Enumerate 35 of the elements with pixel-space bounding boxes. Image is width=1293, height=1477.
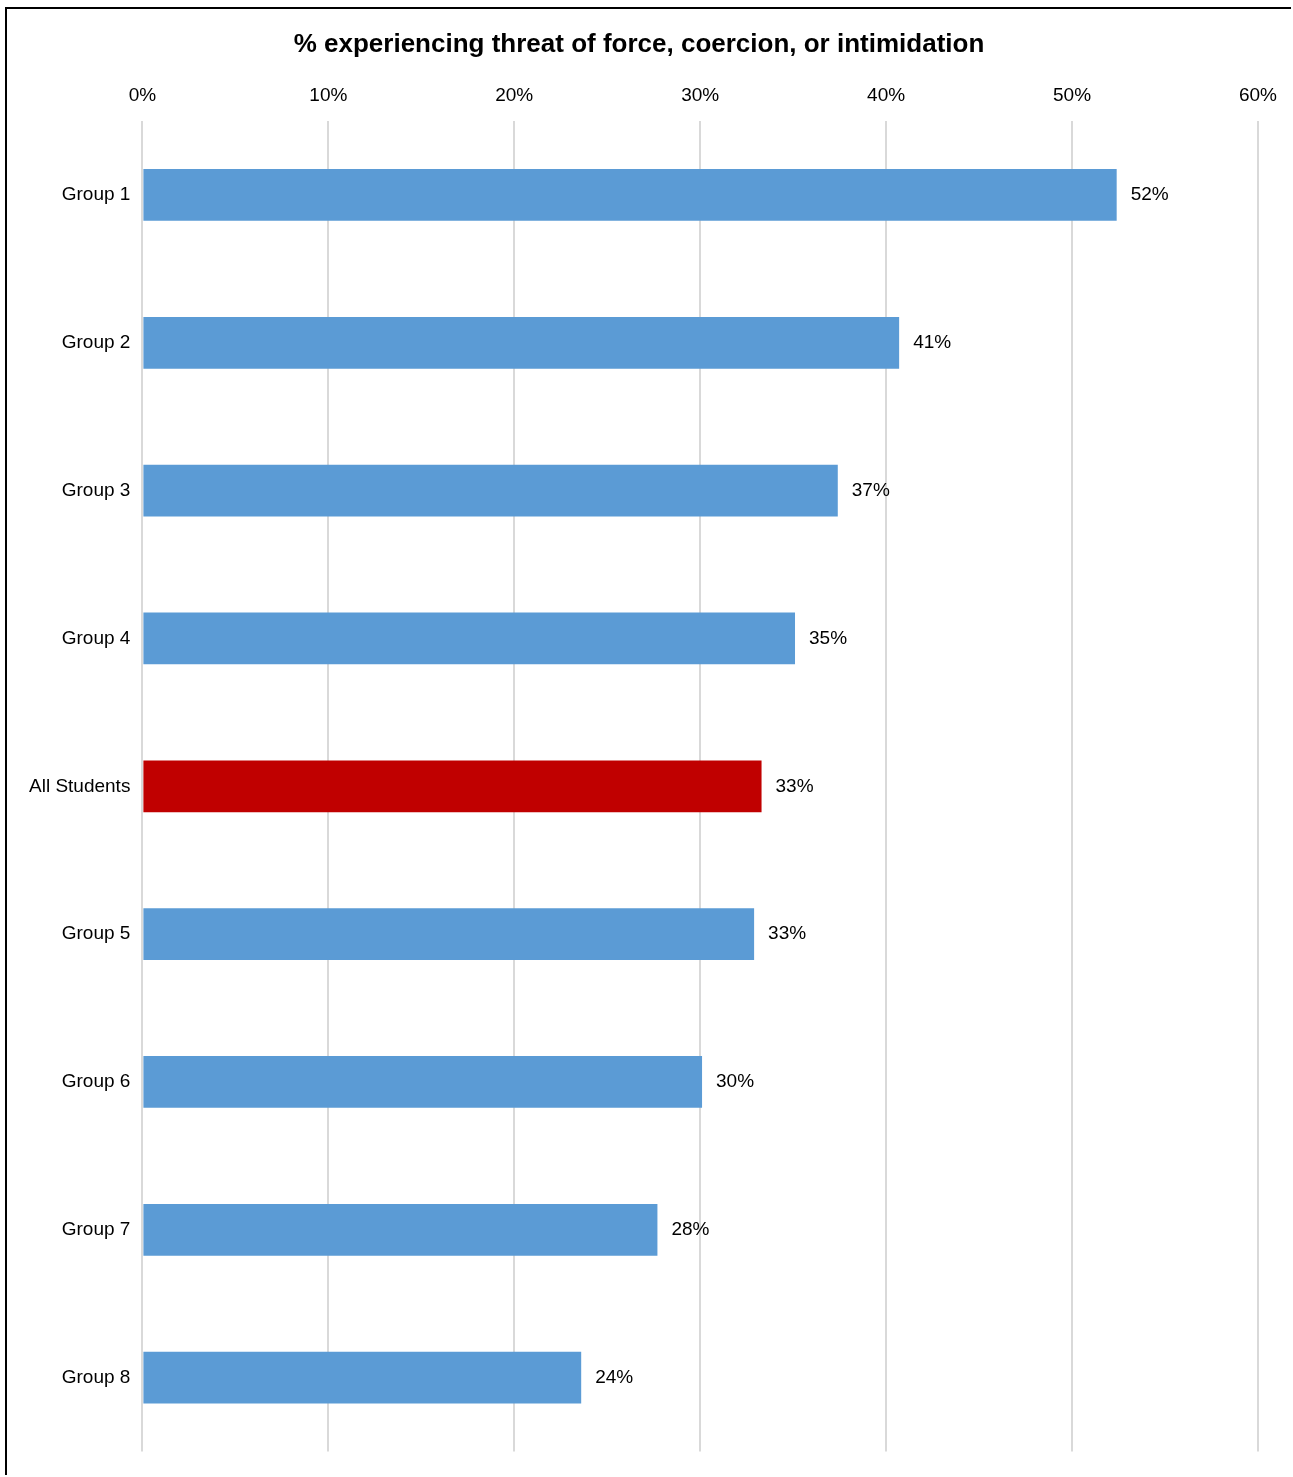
x-tick-label: 0% bbox=[128, 83, 157, 105]
data-label: 33% bbox=[775, 774, 814, 796]
y-tick-label: Group 8 bbox=[61, 1365, 131, 1387]
x-tick-label: 10% bbox=[309, 83, 348, 105]
data-label: 24% bbox=[595, 1365, 634, 1387]
data-label: 28% bbox=[671, 1218, 710, 1240]
bar bbox=[143, 1203, 658, 1256]
bar bbox=[143, 612, 796, 665]
y-tick-label: Group 4 bbox=[61, 626, 131, 648]
data-label: 52% bbox=[1130, 183, 1169, 205]
bar bbox=[143, 908, 755, 961]
bar bbox=[143, 316, 900, 369]
x-tick-label: 20% bbox=[495, 83, 534, 105]
data-label: 33% bbox=[768, 922, 807, 944]
x-tick-label: 50% bbox=[1053, 83, 1092, 105]
chart-title: % experiencing threat of force, coercion, or intimidation bbox=[293, 27, 985, 58]
bar bbox=[143, 1351, 582, 1404]
x-tick-label: 60% bbox=[1238, 83, 1278, 105]
y-tick-label: Group 1 bbox=[61, 183, 131, 205]
y-tick-label: All Students bbox=[28, 774, 131, 796]
data-label: 35% bbox=[809, 626, 848, 648]
y-tick-label: Group 3 bbox=[61, 478, 131, 500]
bar bbox=[143, 169, 1117, 221]
y-tick-label: Group 5 bbox=[61, 922, 131, 944]
y-tick-label: Group 6 bbox=[61, 1070, 131, 1092]
y-tick-label: Group 7 bbox=[61, 1218, 131, 1240]
bar bbox=[143, 464, 838, 517]
data-label: 41% bbox=[913, 331, 952, 352]
x-tick-label: 30% bbox=[681, 83, 720, 105]
x-tick-label: 40% bbox=[867, 83, 906, 105]
data-label: 37% bbox=[851, 478, 890, 500]
bar bbox=[143, 1056, 703, 1108]
y-tick-label: Group 2 bbox=[61, 331, 131, 352]
bar bbox=[143, 760, 762, 813]
data-label: 30% bbox=[716, 1070, 755, 1092]
